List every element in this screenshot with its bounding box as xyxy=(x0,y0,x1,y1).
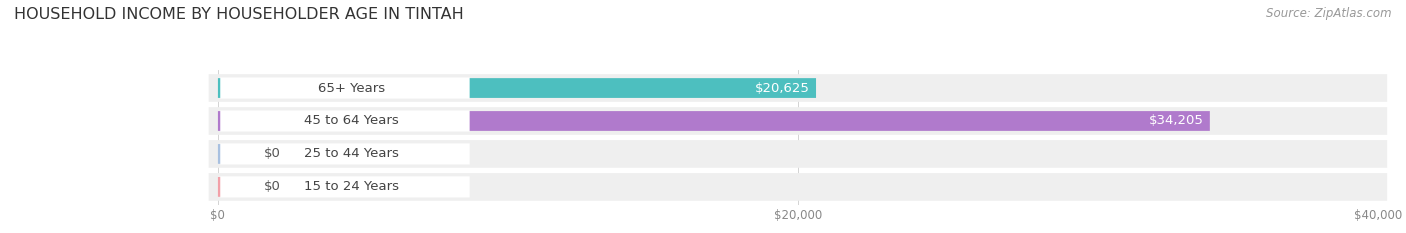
FancyBboxPatch shape xyxy=(221,143,470,164)
FancyBboxPatch shape xyxy=(218,177,253,197)
FancyBboxPatch shape xyxy=(218,111,1209,131)
Text: 45 to 64 Years: 45 to 64 Years xyxy=(304,114,399,127)
Text: $0: $0 xyxy=(264,180,281,193)
FancyBboxPatch shape xyxy=(208,140,1388,168)
Text: 65+ Years: 65+ Years xyxy=(318,82,385,95)
FancyBboxPatch shape xyxy=(208,107,1388,135)
Text: Source: ZipAtlas.com: Source: ZipAtlas.com xyxy=(1267,7,1392,20)
FancyBboxPatch shape xyxy=(218,78,815,98)
FancyBboxPatch shape xyxy=(208,74,1388,102)
Text: 15 to 24 Years: 15 to 24 Years xyxy=(304,180,399,193)
FancyBboxPatch shape xyxy=(208,173,1388,201)
Text: 25 to 44 Years: 25 to 44 Years xyxy=(304,147,399,161)
Text: $0: $0 xyxy=(264,147,281,161)
FancyBboxPatch shape xyxy=(218,144,253,164)
FancyBboxPatch shape xyxy=(221,78,470,99)
Text: HOUSEHOLD INCOME BY HOUSEHOLDER AGE IN TINTAH: HOUSEHOLD INCOME BY HOUSEHOLDER AGE IN T… xyxy=(14,7,464,22)
FancyBboxPatch shape xyxy=(221,110,470,132)
Text: $20,625: $20,625 xyxy=(755,82,810,95)
FancyBboxPatch shape xyxy=(221,176,470,197)
Text: $34,205: $34,205 xyxy=(1149,114,1204,127)
